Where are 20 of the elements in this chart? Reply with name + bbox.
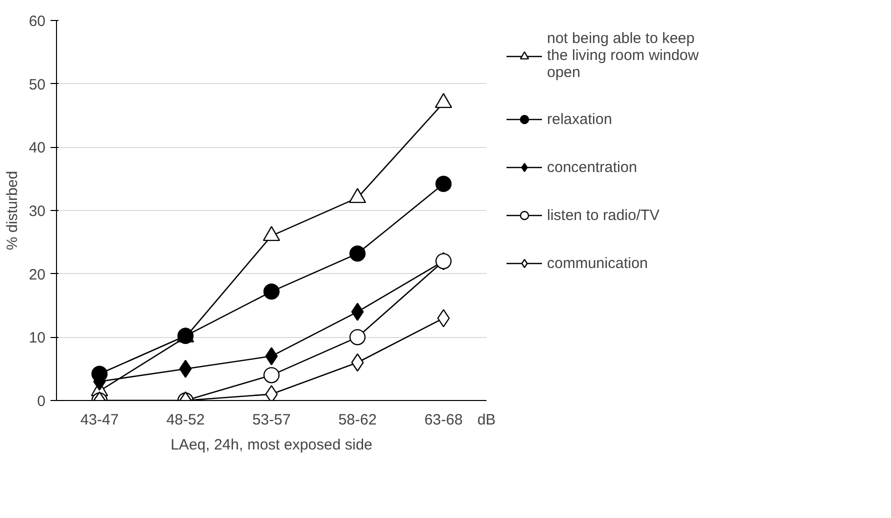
y-tick-label: 60 [28, 13, 46, 30]
legend-label: concentration [547, 158, 638, 176]
legend-label: listen to radio/TV [547, 206, 660, 224]
x-tick-label: 48-52 [166, 412, 205, 428]
legend-label: communication [547, 254, 648, 272]
y-tick-label: 0 [37, 393, 46, 410]
x-tick-label: 58-62 [338, 412, 377, 428]
legend-label: not being able to keep the living room window open [547, 30, 699, 81]
y-axis-title: % disturbed [4, 170, 21, 250]
x-tick-label: 63-68 [424, 412, 463, 428]
x-axis-title: LAeq, 24h, most exposed side [170, 436, 372, 454]
y-tick-label: 10 [28, 330, 46, 347]
x-tick-label: 43-47 [80, 412, 119, 428]
text: dB [477, 412, 496, 428]
y-tick-label: 50 [28, 76, 46, 94]
legend-label: relaxation [547, 110, 612, 128]
x-tick-label: 53-57 [252, 412, 291, 428]
y-tick-label: 30 [28, 203, 46, 220]
y-tick-label: 20 [28, 266, 46, 284]
y-tick-label: 40 [28, 140, 46, 157]
